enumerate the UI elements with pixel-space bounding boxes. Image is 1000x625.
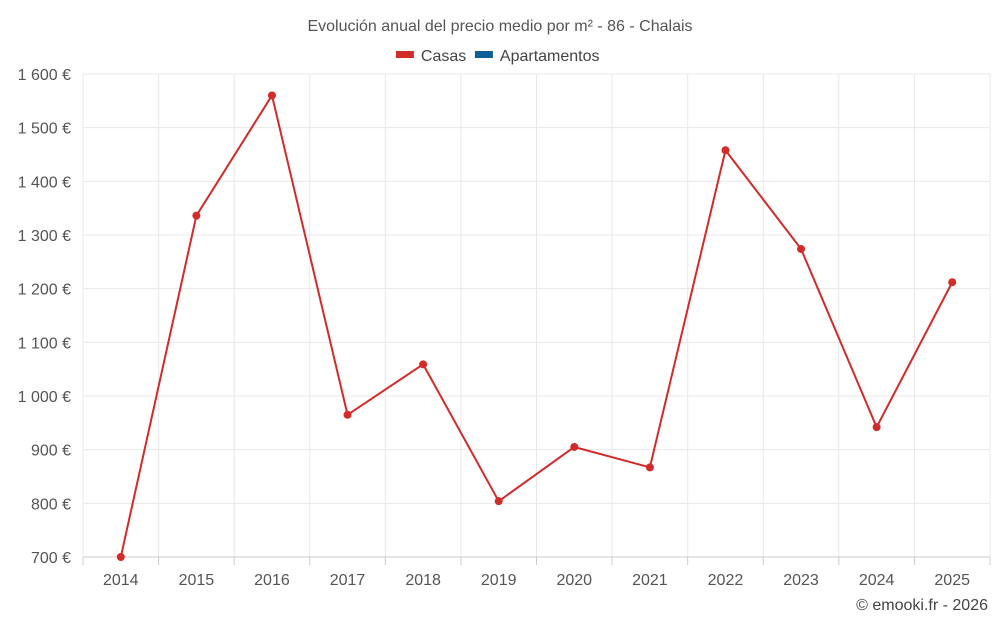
- x-tick-label: 2015: [179, 572, 215, 589]
- axes: 700 € 800 € 900 € 1 000 € 1 100 € 1 200 € 1 30…: [18, 67, 991, 589]
- y-tick-label: 900 €: [31, 443, 71, 460]
- y-tick-label: 1 100 €: [18, 335, 71, 352]
- legend-label[interactable]: Casas: [421, 48, 466, 65]
- legend-swatch: [395, 51, 414, 58]
- y-tick-label: 1 000 €: [18, 389, 71, 406]
- data-point[interactable]: [797, 244, 806, 253]
- x-tick-label: 2016: [254, 572, 290, 589]
- data-point[interactable]: [645, 463, 654, 472]
- y-tick-label: 1 600 €: [18, 67, 71, 84]
- data-point[interactable]: [570, 442, 579, 451]
- y-tick-label: 1 200 €: [18, 282, 71, 299]
- y-tick-label: 1 400 €: [18, 174, 71, 191]
- data-point[interactable]: [494, 497, 503, 506]
- x-tick-label: 2020: [556, 572, 592, 589]
- credit-text: © emooki.fr - 2026: [856, 597, 988, 614]
- data-point[interactable]: [948, 278, 957, 287]
- series-layer: [116, 91, 957, 561]
- y-tick-label: 800 €: [31, 496, 71, 513]
- y-tick-label: 1 500 €: [18, 121, 71, 138]
- legend-swatch: [474, 51, 493, 58]
- data-point[interactable]: [267, 91, 276, 100]
- x-tick-label: 2024: [859, 572, 895, 589]
- y-tick-label: 1 300 €: [18, 228, 71, 245]
- grid: [82, 73, 991, 558]
- series-line: [119, 94, 954, 558]
- x-tick-label: 2018: [405, 572, 441, 589]
- x-tick-label: 2025: [934, 572, 970, 589]
- x-tick-label: 2019: [481, 572, 517, 589]
- y-tick-label: 700 €: [31, 550, 71, 567]
- data-point[interactable]: [192, 211, 201, 220]
- data-point[interactable]: [721, 146, 730, 155]
- data-point[interactable]: [419, 360, 428, 369]
- chart-title: Evolución anual del precio medio por m² …: [307, 18, 692, 35]
- data-point[interactable]: [872, 423, 881, 432]
- x-tick-label: 2014: [103, 572, 139, 589]
- x-tick-label: 2021: [632, 572, 668, 589]
- x-tick-label: 2023: [783, 572, 819, 589]
- data-point[interactable]: [116, 553, 125, 561]
- legend: Casas Apartamentos: [395, 48, 600, 65]
- legend-label[interactable]: Apartamentos: [500, 48, 600, 65]
- data-point[interactable]: [343, 410, 352, 419]
- x-tick-label: 2017: [330, 572, 366, 589]
- x-tick-label: 2022: [708, 572, 744, 589]
